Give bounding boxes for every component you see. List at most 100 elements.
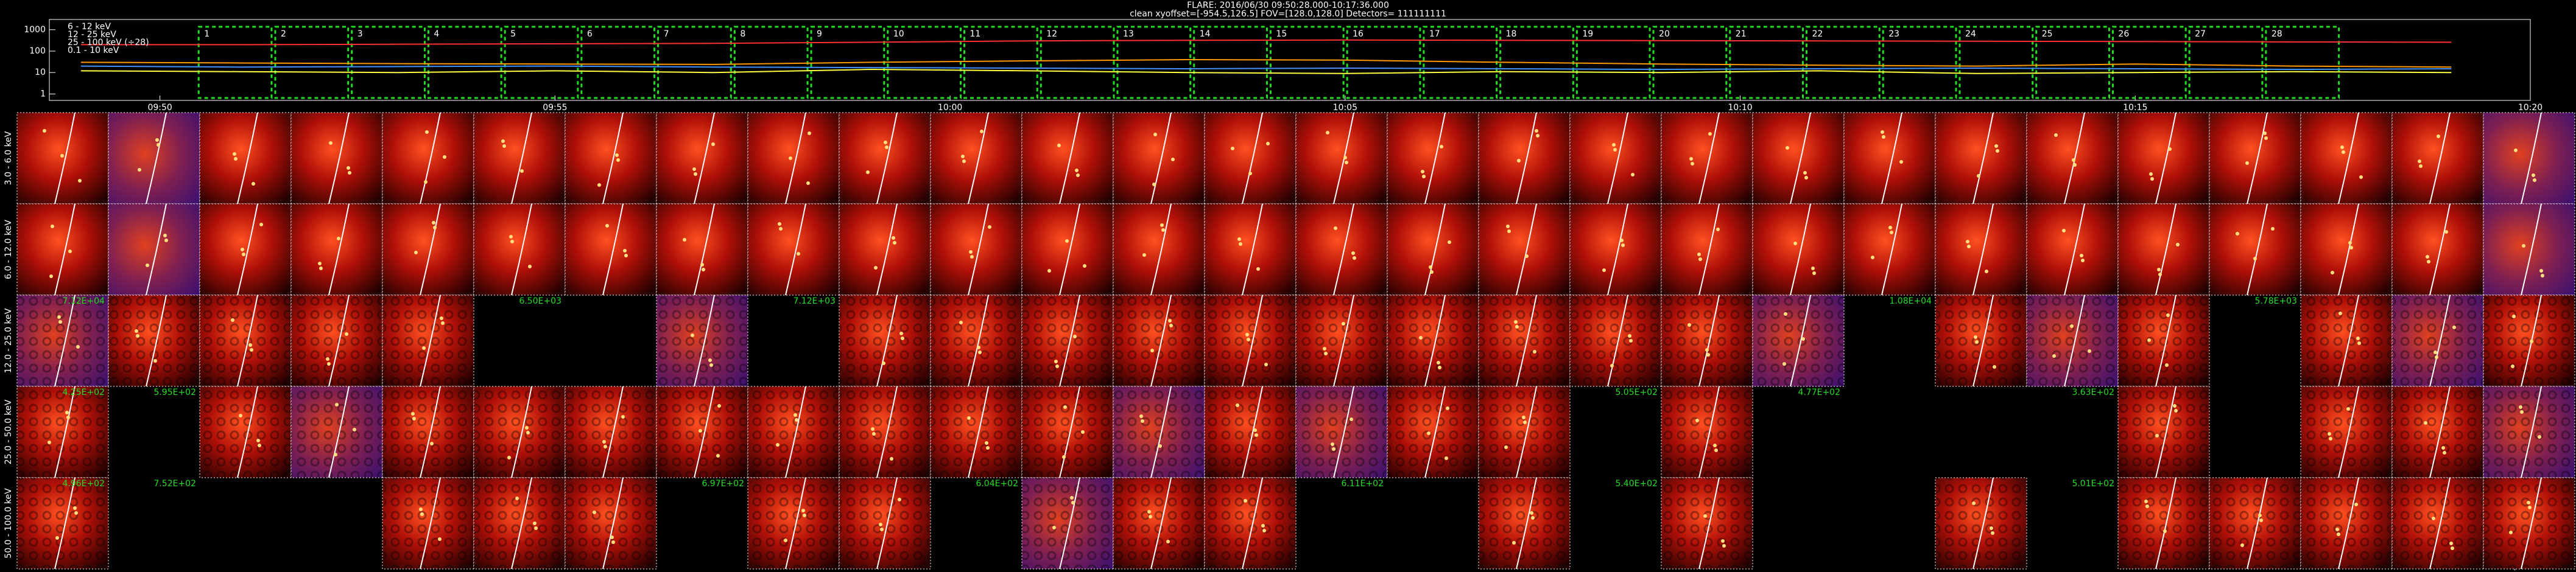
source-spot bbox=[252, 182, 255, 186]
source-spot bbox=[1985, 270, 1988, 273]
source-spot bbox=[874, 266, 878, 270]
source-spot bbox=[239, 414, 242, 417]
source-spot bbox=[1256, 267, 1260, 271]
x-tick-label: 10:00 bbox=[938, 103, 962, 113]
source-spot bbox=[1721, 539, 1725, 543]
source-spot bbox=[1972, 501, 1976, 505]
image-ripple bbox=[200, 295, 291, 386]
source-spot bbox=[1055, 364, 1059, 368]
image-cell bbox=[17, 204, 108, 295]
interval-label: 2 bbox=[281, 29, 286, 39]
source-spot bbox=[2533, 178, 2536, 182]
source-spot bbox=[1248, 172, 1252, 175]
source-spot bbox=[259, 223, 263, 226]
source-spot bbox=[2052, 354, 2056, 358]
solar-limb bbox=[1059, 295, 1080, 387]
solar-limb bbox=[328, 295, 350, 387]
image-cell bbox=[1935, 113, 2027, 204]
image-cell bbox=[2118, 204, 2209, 295]
image-ripple bbox=[1205, 386, 1296, 478]
source-spot bbox=[1525, 254, 1529, 258]
source-spot bbox=[520, 169, 524, 173]
source-spot bbox=[424, 180, 428, 184]
solar-limb bbox=[328, 203, 350, 296]
source-spot bbox=[441, 321, 445, 325]
solar-limb bbox=[2247, 112, 2268, 204]
image-ripple bbox=[17, 386, 108, 478]
solar-limb bbox=[1516, 295, 1537, 387]
interval-box bbox=[1882, 26, 1957, 99]
source-spot bbox=[348, 171, 351, 175]
source-spot bbox=[138, 168, 141, 172]
image-cell bbox=[291, 204, 382, 295]
lightcurve-frame bbox=[49, 19, 2531, 101]
solar-limb bbox=[602, 477, 624, 570]
source-spot bbox=[1047, 269, 1051, 273]
solar-limb bbox=[2064, 112, 2085, 204]
source-spot bbox=[2331, 271, 2334, 274]
source-spot bbox=[2145, 504, 2149, 508]
source-spot bbox=[1261, 524, 1265, 528]
source-spot bbox=[1506, 225, 1510, 228]
image-ripple bbox=[1661, 295, 1753, 386]
solar-limb bbox=[54, 386, 76, 478]
source-spot bbox=[1514, 320, 1518, 324]
image-ripple bbox=[1661, 478, 1753, 569]
solar-limb bbox=[1607, 295, 1628, 387]
source-spot bbox=[2441, 446, 2445, 450]
solar-limb bbox=[1972, 203, 1994, 296]
source-spot bbox=[702, 268, 705, 271]
source-spot bbox=[2444, 230, 2448, 234]
image-ripple bbox=[2209, 478, 2301, 569]
solar-limb bbox=[1333, 203, 1354, 296]
source-spot bbox=[2356, 337, 2360, 340]
cell-max-label: 5.78E+03 bbox=[2254, 296, 2297, 306]
source-spot bbox=[242, 253, 245, 256]
source-spot bbox=[2437, 134, 2440, 138]
source-spot bbox=[2432, 517, 2435, 520]
source-spot bbox=[1139, 414, 1143, 418]
solar-limb bbox=[2155, 203, 2177, 296]
source-spot bbox=[2329, 437, 2332, 441]
interval-label: 18 bbox=[1506, 29, 1517, 39]
cell-border bbox=[839, 477, 931, 570]
solar-limb bbox=[1698, 112, 1720, 204]
row-label: 6.0 - 12.0 keV bbox=[4, 220, 13, 279]
solar-limb bbox=[237, 386, 258, 478]
source-spot bbox=[2449, 542, 2453, 545]
image-cell bbox=[1753, 204, 1844, 295]
solar-limb bbox=[1333, 386, 1354, 478]
source-spot bbox=[1353, 256, 1356, 260]
cell-max-label: 4.96E+02 bbox=[62, 479, 105, 489]
source-spot bbox=[2157, 268, 2161, 271]
legend-entry: 0.1 - 10 keV bbox=[68, 46, 119, 55]
solar-limb bbox=[1333, 295, 1354, 387]
source-spot bbox=[716, 454, 720, 458]
image-cell bbox=[1022, 204, 1113, 295]
source-spot bbox=[1149, 515, 1152, 518]
solar-limb bbox=[54, 295, 76, 387]
interval-label: 7 bbox=[664, 29, 669, 39]
solar-limb bbox=[2429, 203, 2451, 296]
source-spot bbox=[525, 426, 529, 430]
solar-limb bbox=[2155, 386, 2177, 478]
x-tick-label: 10:10 bbox=[1728, 103, 1752, 113]
source-spot bbox=[789, 156, 792, 160]
source-spot bbox=[419, 507, 423, 511]
solar-limb bbox=[237, 295, 258, 387]
source-spot bbox=[898, 498, 901, 501]
image-ripple bbox=[656, 295, 748, 386]
solar-limb bbox=[1607, 112, 1628, 204]
source-spot bbox=[1966, 240, 1969, 243]
solar-limb bbox=[1059, 477, 1080, 570]
source-spot bbox=[884, 141, 887, 144]
source-spot bbox=[1602, 268, 1606, 272]
image-ripple bbox=[291, 295, 382, 386]
source-spot bbox=[1239, 242, 1242, 246]
source-spot bbox=[1437, 361, 1440, 364]
source-spot bbox=[526, 431, 530, 434]
source-spot bbox=[2348, 241, 2352, 245]
source-spot bbox=[2541, 274, 2544, 277]
image-cell bbox=[565, 204, 656, 295]
